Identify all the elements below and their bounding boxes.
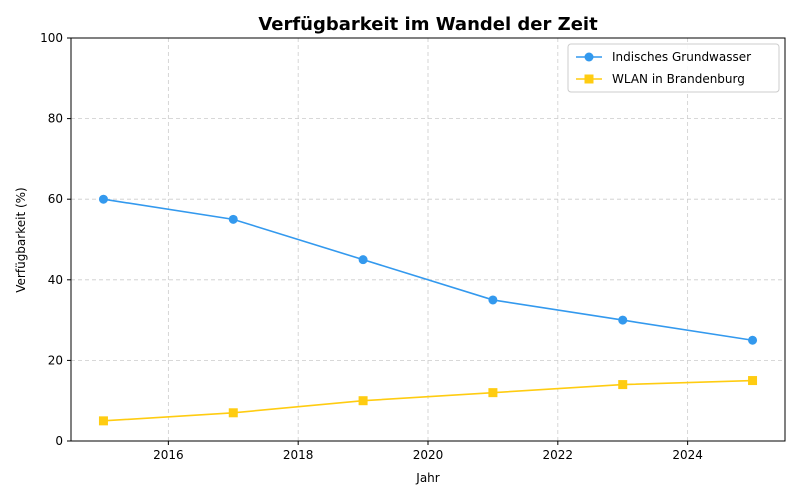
x-tick-label: 2024 [672,448,703,462]
data-point [488,295,498,305]
y-tick-label: 100 [40,31,63,45]
data-point [748,376,758,386]
axes: 2016 2018 2020 2022 2024 0 20 40 60 80 100 [40,31,703,462]
data-point [228,408,238,418]
legend-marker [584,74,594,84]
series-line [103,198,753,342]
y-tick-label: 60 [48,192,63,206]
legend-label: Indisches Grundwasser [612,50,751,64]
data-point [488,388,498,398]
legend-box [567,43,780,93]
series-1 [98,194,758,345]
plot-frame [70,37,786,442]
chart-title: Verfügbarkeit im Wandel der Zeit [258,14,598,35]
series-layer [98,194,758,426]
y-tick-label: 80 [48,112,63,126]
x-axis-label: Jahr [415,471,439,485]
data-point [358,255,368,265]
data-point [98,194,108,204]
data-point [358,396,368,406]
y-tick-label: 40 [48,273,63,287]
data-point [748,335,758,345]
data-point [618,315,628,325]
data-point [618,380,628,390]
legend-label: WLAN in Brandenburg [612,72,745,86]
y-tick-label: 0 [55,434,63,448]
legend: Indisches Grundwasser WLAN in Brandenburg [567,43,780,93]
x-tick-label: 2018 [283,448,314,462]
x-tick-label: 2016 [153,448,184,462]
legend-entry: Indisches Grundwasser [576,50,751,64]
x-tick-label: 2022 [543,448,574,462]
data-point [228,214,238,224]
legend-entry: WLAN in Brandenburg [576,72,745,86]
data-point [98,416,108,426]
grid [71,38,785,441]
y-tick-label: 20 [48,353,63,367]
x-tick-label: 2020 [413,448,444,462]
legend-marker [584,52,594,62]
y-axis-label: Verfügbarkeit (%) [14,187,28,292]
series-line [103,379,753,422]
series-2 [98,376,758,426]
